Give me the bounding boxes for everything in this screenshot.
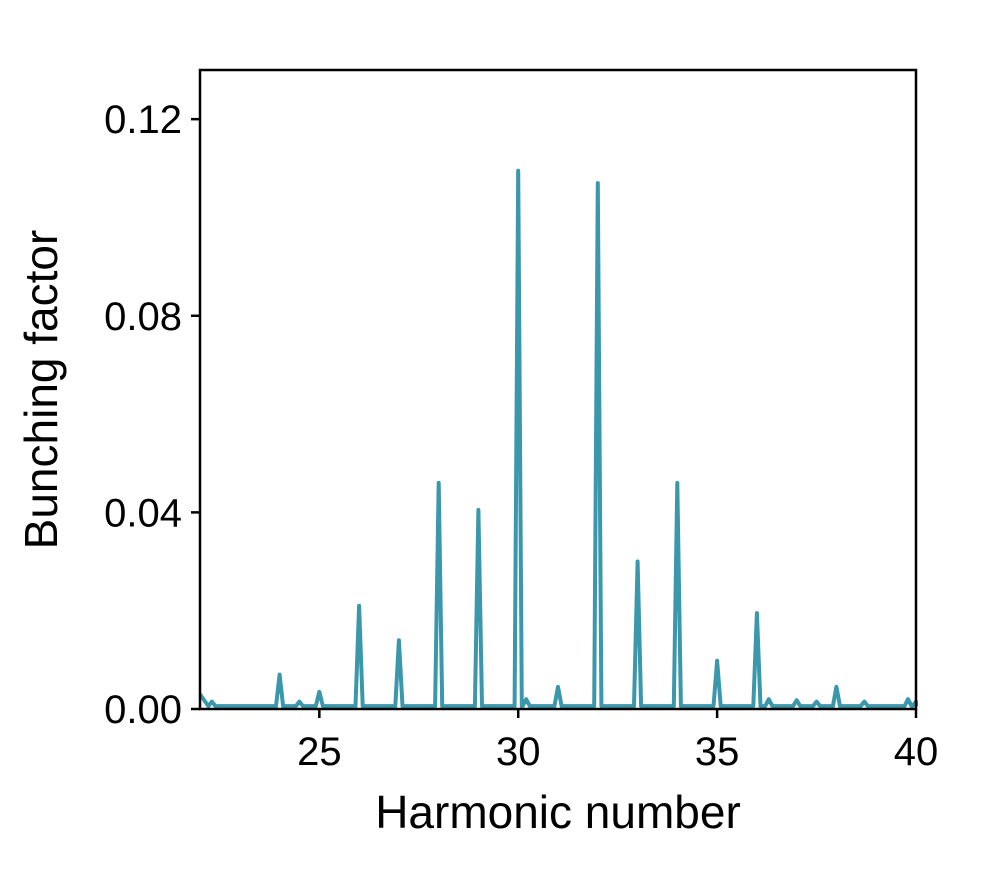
- peaks-layer: [198, 169, 918, 704]
- data-point: [210, 700, 214, 704]
- data-point: [636, 560, 640, 564]
- data-point: [767, 697, 771, 701]
- data-point: [755, 611, 759, 615]
- data-point: [862, 700, 866, 704]
- data-point: [437, 481, 441, 485]
- data-point: [516, 169, 520, 173]
- data-point: [524, 697, 528, 701]
- y-tick-label: 0.12: [104, 98, 182, 142]
- data-point: [906, 697, 910, 701]
- series-line-bunching-factor: [198, 168, 918, 709]
- data-point: [317, 690, 321, 694]
- x-axis-label: Harmonic number: [375, 786, 741, 838]
- y-tick-label: 0.00: [104, 688, 182, 732]
- data-point: [476, 508, 480, 512]
- data-point: [675, 481, 679, 485]
- data-point: [834, 685, 838, 689]
- y-axis-label: Bunching factor: [15, 230, 67, 550]
- x-tick-label: 30: [496, 730, 541, 774]
- data-point: [397, 638, 401, 642]
- data-point: [357, 604, 361, 608]
- plot-frame: [198, 68, 918, 711]
- data-point: [815, 700, 819, 704]
- data-point: [297, 700, 301, 704]
- x-tick-label: 40: [894, 730, 939, 774]
- x-tick-label: 35: [695, 730, 740, 774]
- ticks-layer: 25 30 35 40 0.00 0.04 0.08 0.12: [104, 98, 938, 774]
- y-tick-label: 0.04: [104, 491, 182, 535]
- x-tick-label: 25: [297, 730, 342, 774]
- data-point: [596, 181, 600, 185]
- data-point: [715, 659, 719, 663]
- y-tick-label: 0.08: [104, 295, 182, 339]
- data-point: [278, 673, 282, 677]
- data-point: [556, 685, 560, 689]
- data-point: [795, 698, 799, 702]
